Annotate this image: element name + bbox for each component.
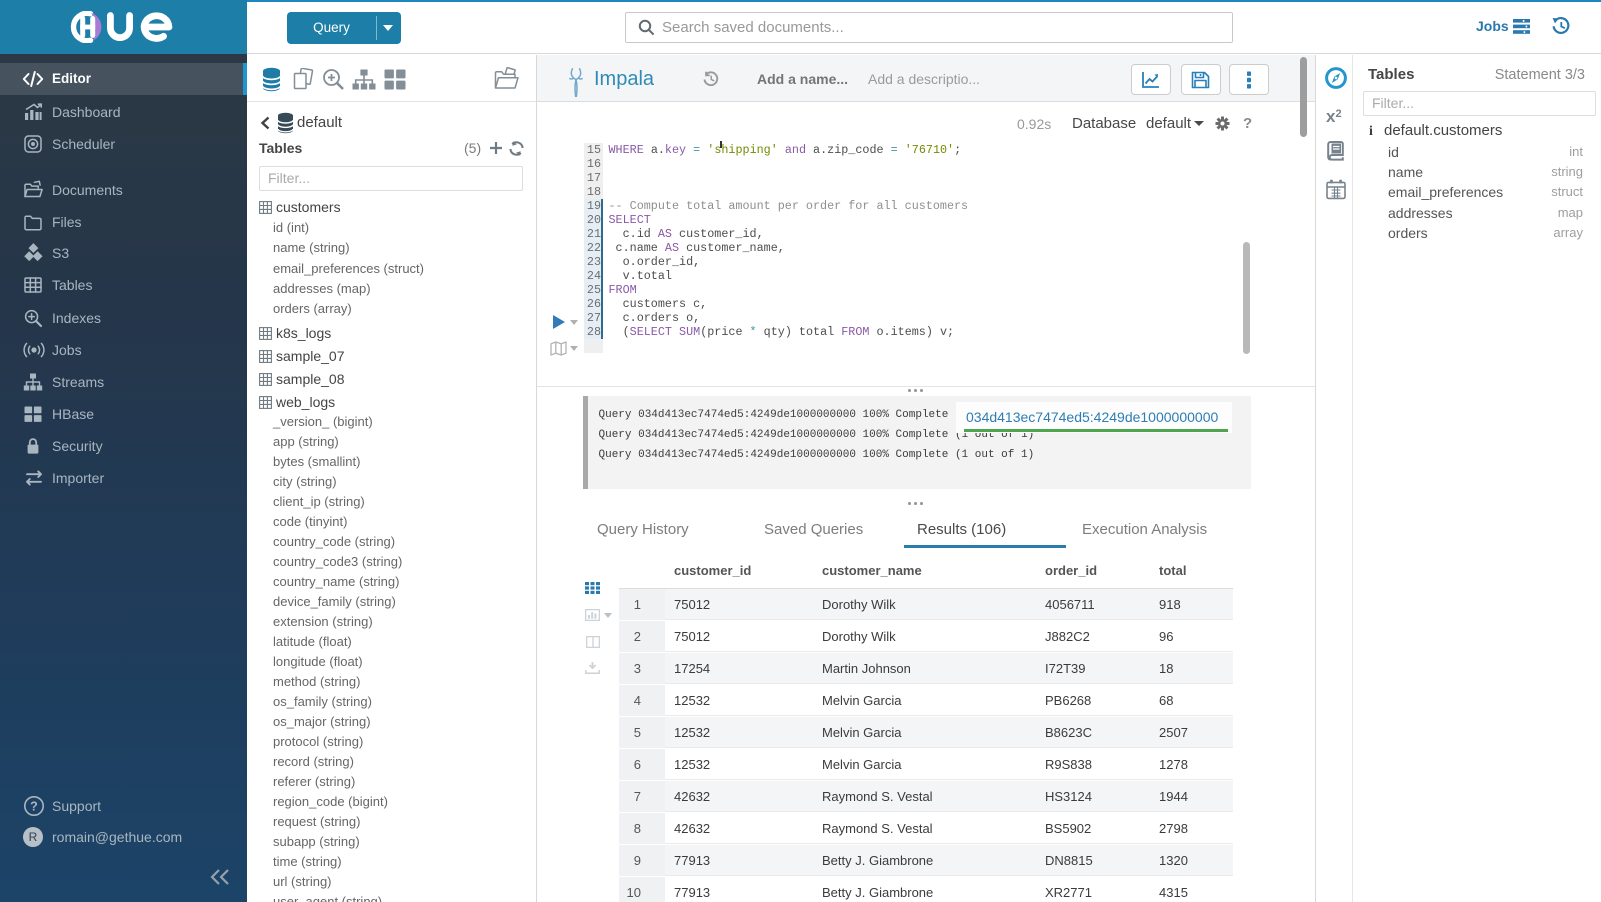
svg-text:?: ? <box>30 799 38 813</box>
